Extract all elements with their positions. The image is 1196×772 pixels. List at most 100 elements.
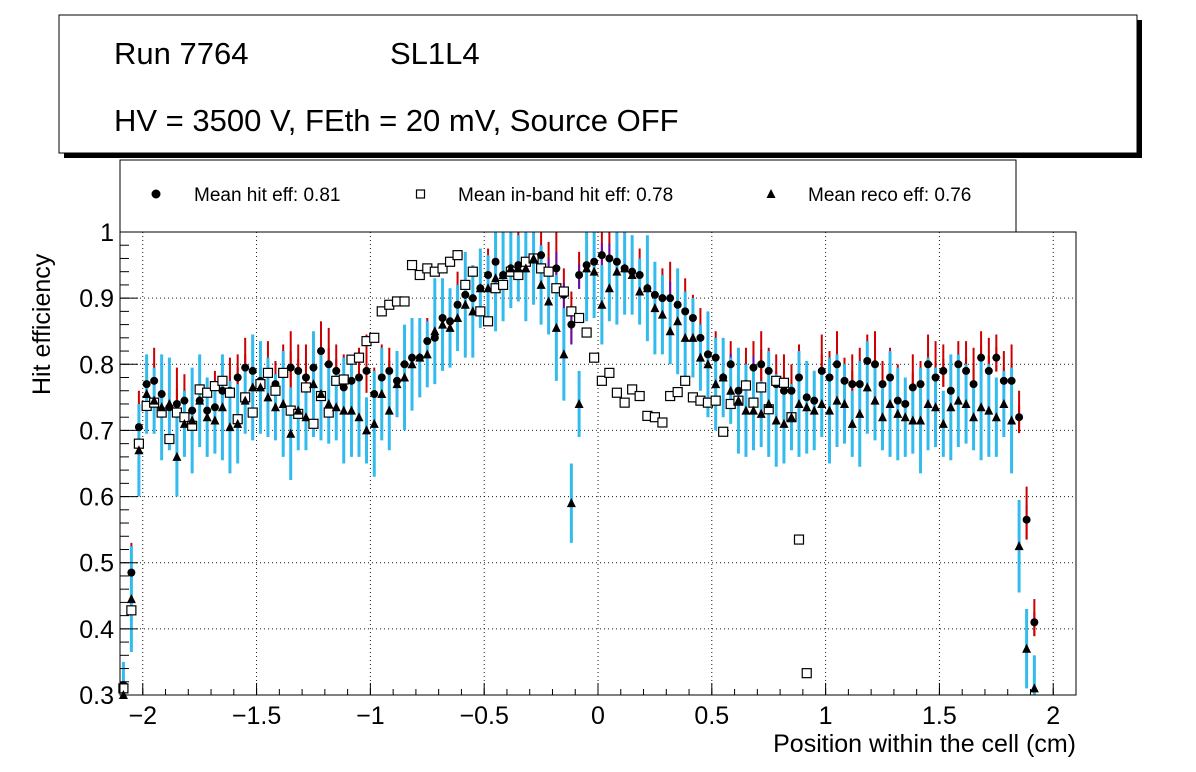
- reco-eff-point: [293, 405, 303, 415]
- reco-eff-point: [566, 498, 576, 508]
- hit-eff-point: [901, 399, 910, 408]
- hit-eff-point: [347, 376, 356, 385]
- reco-eff-point: [817, 398, 827, 408]
- inband-eff-point: [649, 412, 661, 423]
- hit-eff-point: [590, 257, 599, 266]
- reco-eff-point: [438, 319, 448, 329]
- reco-eff-point: [847, 418, 857, 428]
- hit-eff-point: [650, 290, 659, 299]
- hit-eff-point: [779, 386, 788, 395]
- reco-eff-point: [1007, 415, 1017, 425]
- hit-eff-point: [172, 399, 181, 408]
- hit-eff-point: [324, 360, 333, 369]
- inband-eff-point: [482, 316, 494, 327]
- reco-eff-point: [187, 415, 197, 425]
- hit-eff-point: [567, 320, 576, 329]
- hit-eff-point: [461, 290, 470, 299]
- plot-frame: [119, 231, 1077, 696]
- hit-eff-point: [233, 373, 242, 382]
- reco-eff-point: [1029, 683, 1039, 693]
- inband-eff-point: [634, 390, 645, 402]
- reco-eff-point: [703, 359, 713, 369]
- inband-eff-point: [270, 385, 281, 396]
- reco-eff-point: [786, 412, 796, 422]
- inband-eff-point: [581, 327, 592, 338]
- reco-eff-point: [255, 382, 265, 392]
- reco-eff-point: [551, 322, 561, 332]
- inband-eff-point: [801, 668, 812, 679]
- hit-eff-point: [931, 373, 940, 382]
- reco-eff-point: [756, 408, 766, 418]
- reco-eff-point: [202, 412, 212, 422]
- reco-eff-point: [885, 398, 895, 408]
- inband-eff-point: [452, 250, 463, 261]
- inband-eff-point: [338, 374, 349, 385]
- layer-label: SL1L4: [390, 36, 480, 71]
- reco-eff-point: [400, 372, 410, 382]
- inband-eff-point: [574, 312, 585, 324]
- reco-eff-point: [377, 389, 387, 399]
- reco-eff-point: [953, 395, 963, 405]
- reco-eff-point: [969, 412, 979, 422]
- reco-eff-point: [688, 332, 698, 342]
- reco-eff-point: [346, 405, 356, 415]
- reco-eff-point: [362, 425, 372, 435]
- reco-eff-point: [931, 402, 941, 412]
- inband-eff-point: [558, 286, 569, 297]
- inband-eff-point: [596, 375, 607, 386]
- reco-eff-point: [604, 283, 614, 293]
- hit-eff-point: [924, 360, 933, 369]
- reco-eff-point: [513, 263, 523, 273]
- hit-eff-point: [962, 366, 971, 375]
- hit-eff-point: [248, 366, 257, 375]
- legend-hit-marker: [151, 189, 161, 199]
- hit-eff-point: [552, 264, 561, 273]
- reco-eff-point: [134, 445, 144, 455]
- reco-eff-point: [726, 385, 736, 395]
- hit-eff-point: [612, 257, 621, 266]
- reco-eff-point: [779, 418, 789, 428]
- hit-eff-point: [1022, 515, 1031, 524]
- inband-eff-point: [680, 375, 691, 386]
- reco-eff-point: [483, 283, 493, 293]
- reco-eff-point: [415, 352, 425, 362]
- inband-eff-point: [217, 375, 228, 386]
- hit-eff-point: [309, 363, 318, 372]
- reco-eff-point: [794, 398, 804, 408]
- hit-eff-point: [446, 317, 455, 326]
- reco-eff-point: [468, 306, 478, 316]
- inband-eff-point: [308, 418, 319, 429]
- x-tick-label: −0.5: [460, 702, 509, 730]
- hit-eff-point: [157, 390, 166, 399]
- inband-eff-point: [740, 380, 752, 391]
- error-bars-layer: [121, 232, 1036, 695]
- hit-eff-point: [1007, 376, 1016, 385]
- reco-eff-point: [142, 389, 152, 399]
- hit-eff-point: [696, 333, 705, 342]
- inband-eff-point: [300, 382, 312, 393]
- hit-eff-point: [969, 380, 978, 389]
- hit-eff-point: [878, 380, 887, 389]
- hit-eff-point: [127, 568, 136, 577]
- reco-eff-point: [308, 379, 318, 389]
- reco-eff-point: [589, 266, 599, 276]
- reco-eff-point: [354, 412, 364, 422]
- x-tick-label: 1.5: [922, 702, 957, 730]
- hit-eff-point: [635, 270, 644, 279]
- hit-eff-point: [597, 251, 606, 260]
- inband-eff-point: [543, 266, 554, 277]
- hit-eff-point: [764, 366, 773, 375]
- reco-eff-point: [961, 398, 971, 408]
- hit-eff-point: [817, 366, 826, 375]
- hit-eff-point: [711, 353, 720, 362]
- hit-eff-point: [286, 363, 295, 372]
- hit-eff-point: [977, 353, 986, 362]
- reco-eff-point: [491, 273, 501, 283]
- reco-eff-point: [331, 402, 341, 412]
- reco-eff-point: [695, 352, 705, 362]
- reco-eff-point: [900, 412, 910, 422]
- run-label: Run 7764: [114, 36, 248, 71]
- hit-eff-point: [180, 396, 189, 405]
- reco-eff-point: [225, 422, 235, 432]
- inband-eff-point: [202, 387, 213, 398]
